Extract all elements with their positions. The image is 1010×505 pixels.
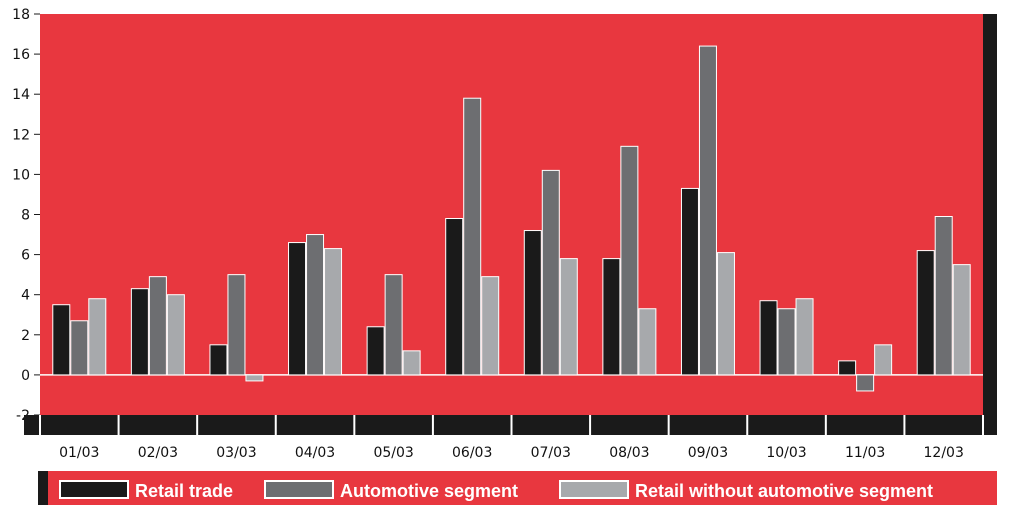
plot-background (40, 14, 983, 415)
legend-label: Retail without automotive segment (635, 481, 933, 501)
bar (838, 360, 857, 376)
y-tick-label: 14 (12, 87, 30, 103)
bar (541, 169, 560, 376)
bar (777, 308, 796, 376)
bar (795, 298, 814, 376)
bar (445, 218, 464, 376)
x-tick-label: 11/03 (845, 445, 885, 461)
legend-background (38, 471, 997, 505)
bar (759, 300, 778, 376)
plot-area (40, 14, 997, 415)
bar (952, 264, 971, 376)
bar (166, 294, 185, 376)
y-tick-label: 2 (21, 328, 30, 344)
legend-swatch (59, 480, 129, 499)
legend-swatch (559, 480, 629, 499)
legend-label: Retail trade (135, 481, 233, 501)
bar (916, 250, 935, 376)
bar (384, 274, 403, 376)
bar (481, 276, 500, 376)
x-tick-label: 07/03 (531, 445, 571, 461)
bar (698, 45, 717, 376)
bar (874, 344, 893, 376)
legend-left-block (38, 471, 48, 505)
y-tick-label: 4 (21, 288, 30, 304)
bar (306, 234, 325, 376)
legend-label: Automotive segment (340, 481, 518, 501)
x-tick-label: 06/03 (452, 445, 492, 461)
y-tick-label: 0 (21, 368, 30, 384)
x-tick-label: 08/03 (609, 445, 649, 461)
bars (52, 45, 971, 392)
x-tick-label: 05/03 (373, 445, 413, 461)
bar (559, 258, 578, 376)
legend-swatch (264, 480, 334, 499)
y-tick-label: 6 (21, 248, 30, 264)
y-tick-label: 12 (12, 127, 30, 143)
y-tick-label: 8 (21, 208, 30, 224)
bar (638, 308, 657, 376)
y-tick-label: 10 (12, 167, 30, 183)
legend: Retail trade Automotive segment Retail wit… (38, 471, 997, 505)
bar (288, 242, 307, 376)
x-tick-label: 10/03 (766, 445, 806, 461)
y-tick-label: 16 (12, 47, 30, 63)
bar (716, 252, 735, 376)
x-tick-label: 09/03 (688, 445, 728, 461)
bar (366, 326, 385, 376)
bar (88, 298, 107, 376)
y-tick-label: 18 (12, 7, 30, 23)
x-tick-label: 12/03 (924, 445, 964, 461)
bar (680, 187, 699, 376)
bar (130, 288, 149, 376)
bar (463, 97, 482, 376)
x-tick-label: 04/03 (295, 445, 335, 461)
bar (620, 145, 639, 376)
bar (602, 258, 621, 376)
x-tick-label: 02/03 (138, 445, 178, 461)
bar (148, 276, 167, 376)
bar (52, 304, 71, 376)
bar (402, 350, 421, 376)
bar (227, 274, 246, 376)
right-border-strip (983, 14, 997, 415)
x-axis: 01/03 02/03 03/03 04/03 05/03 06/03 07/03 08/03… (24, 415, 997, 461)
bar (70, 320, 89, 376)
bar (934, 216, 953, 376)
bar (523, 230, 542, 376)
x-tick-label: 01/03 (59, 445, 99, 461)
x-tick-label: 03/03 (216, 445, 256, 461)
bar (245, 374, 264, 382)
bar (856, 374, 875, 392)
bar (209, 344, 228, 376)
bar (324, 248, 343, 376)
